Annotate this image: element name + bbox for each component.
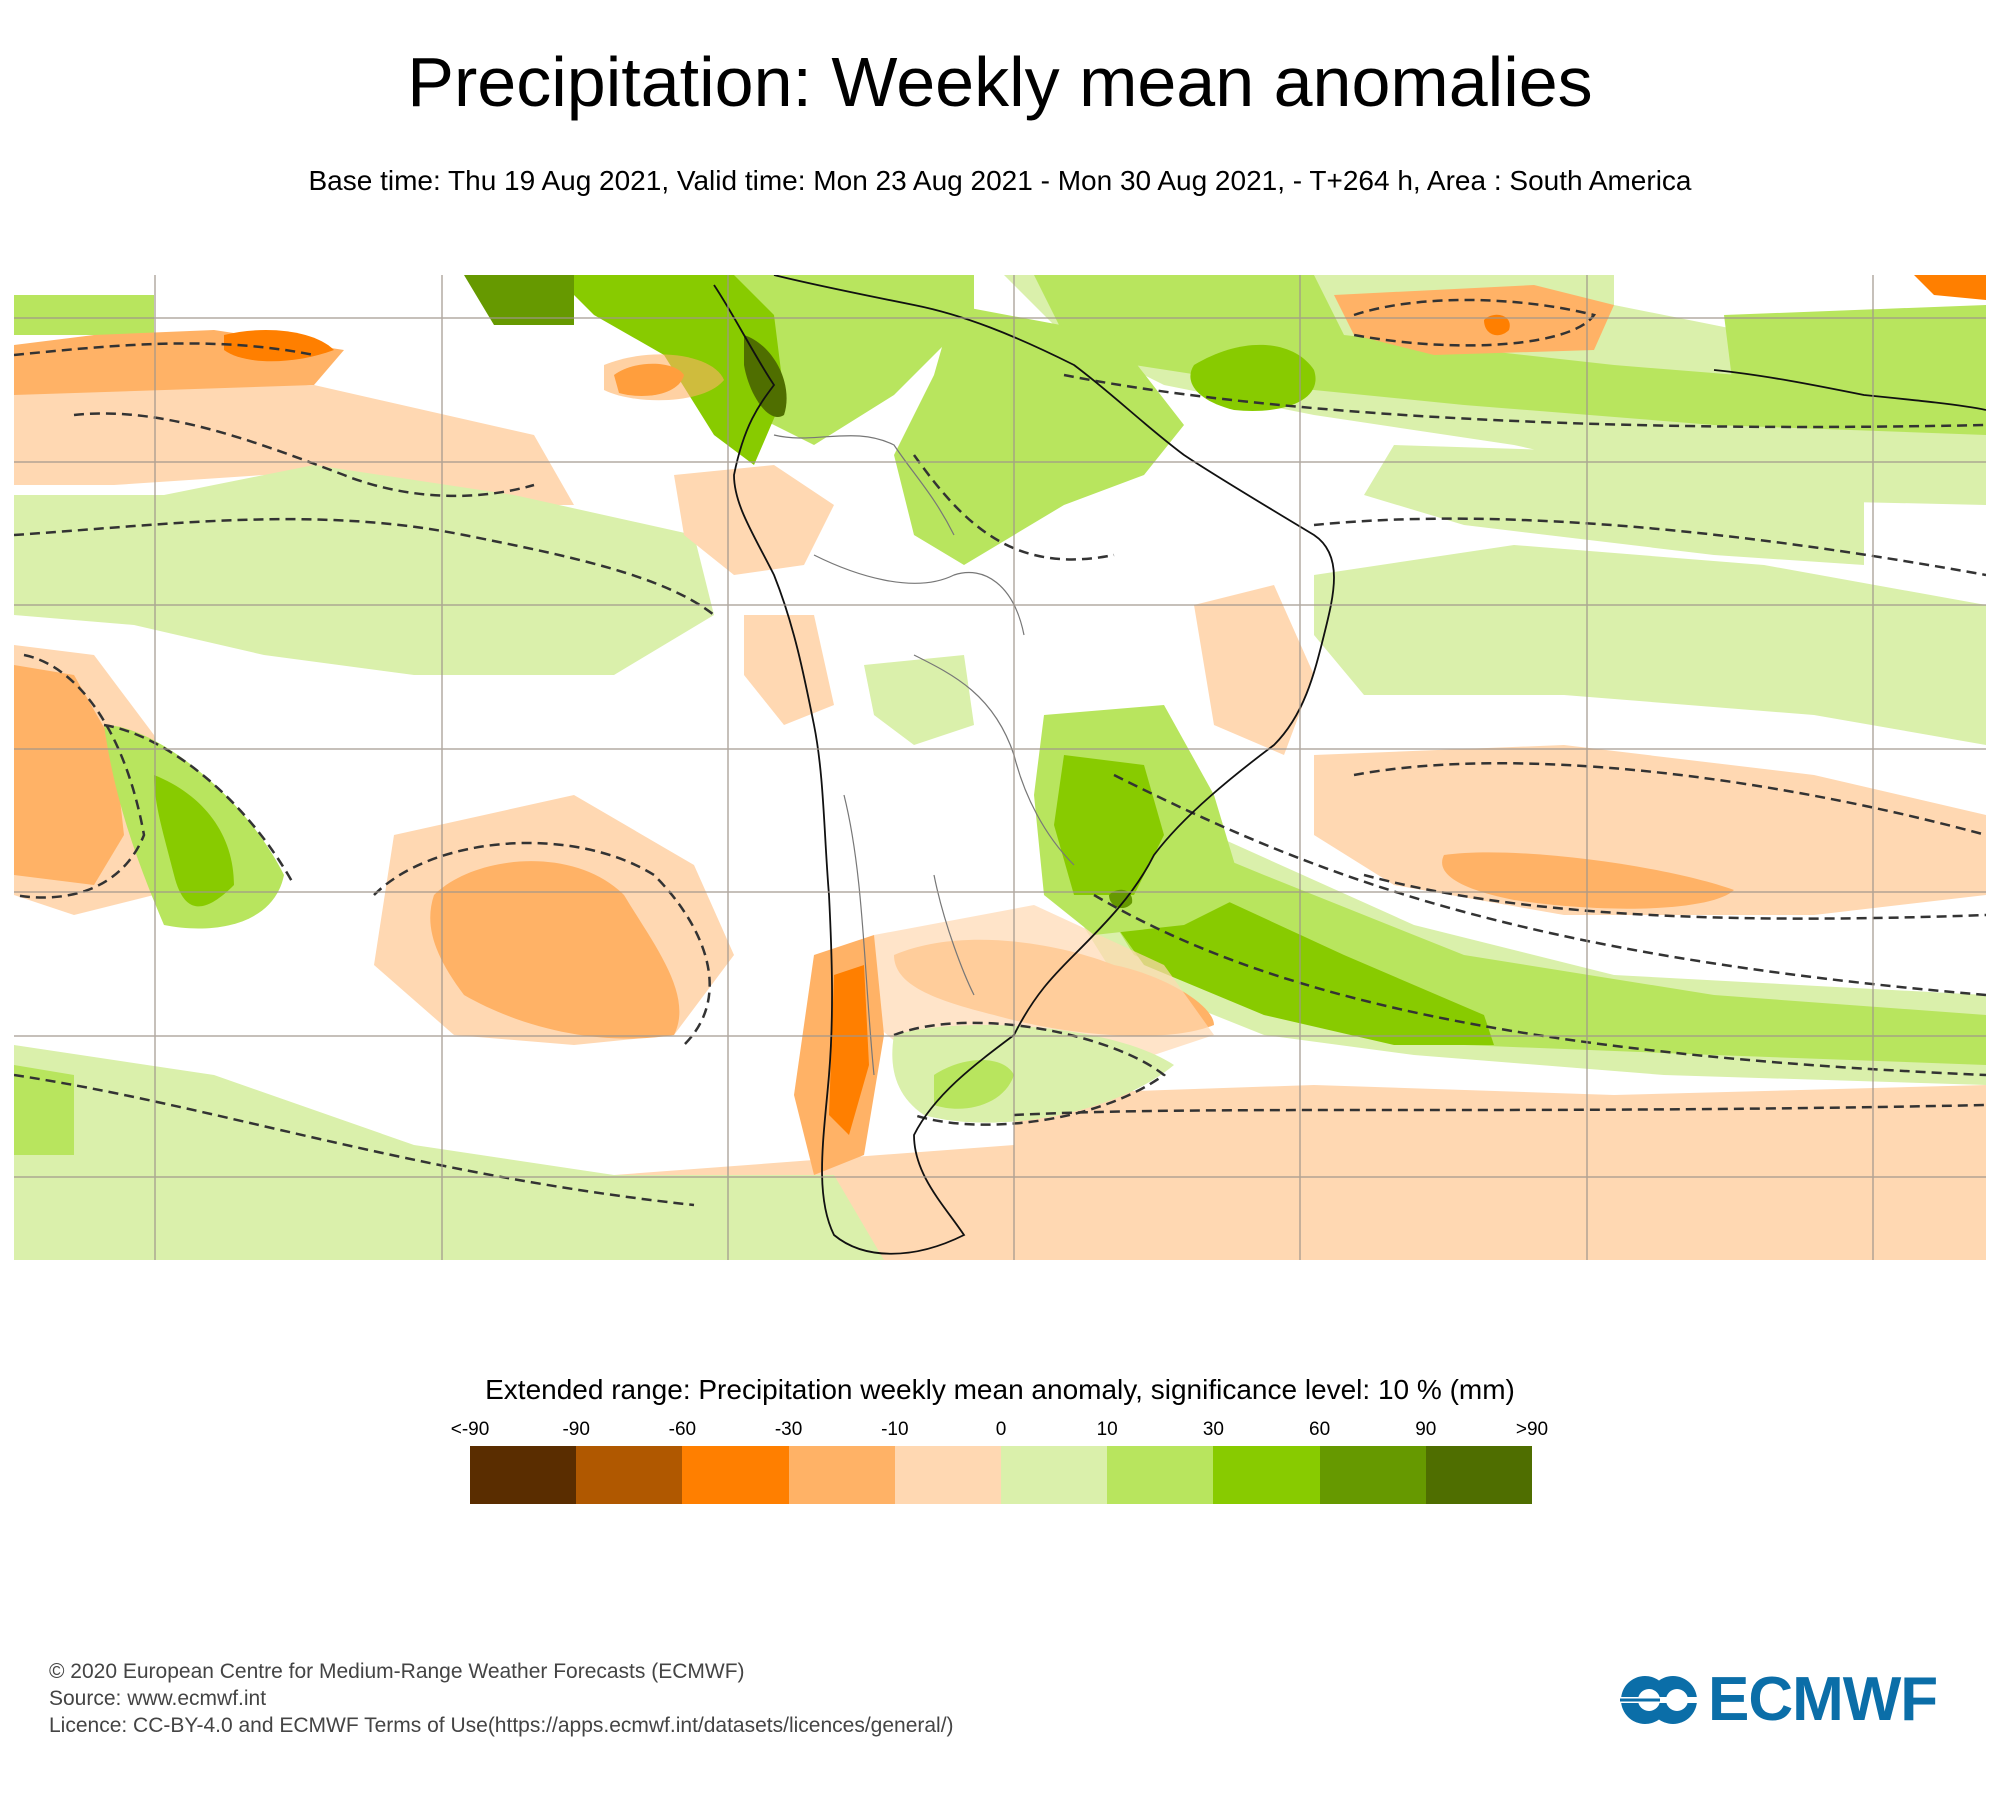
legend-label: -60 <box>668 1419 697 1440</box>
legend-label: 90 <box>1415 1419 1437 1440</box>
legend-colorbar <box>470 1446 1533 1504</box>
country-border <box>773 434 955 536</box>
anomaly-region <box>554 275 784 465</box>
legend-label: 10 <box>1096 1419 1118 1440</box>
significance-contour <box>1093 893 1986 1077</box>
anomaly-region <box>464 275 574 325</box>
significance-contour <box>912 454 1115 561</box>
legend-label: -30 <box>774 1419 803 1440</box>
significance-contour <box>1013 1103 1986 1117</box>
anomaly-region <box>154 775 234 907</box>
anomaly-region <box>1014 1085 1986 1260</box>
legend-title: Extended range: Precipitation weekly mea… <box>485 1374 1515 1405</box>
anomaly-region <box>674 465 834 575</box>
anomaly-region <box>829 965 869 1135</box>
anomaly-region <box>934 1060 1014 1109</box>
significance-contour <box>373 841 711 1046</box>
significance-contours <box>14 298 1986 1207</box>
significance-contour <box>1113 773 1986 997</box>
legend-swatch <box>1213 1446 1320 1504</box>
legend-swatch <box>470 1446 577 1504</box>
anomaly-region <box>1364 445 1864 565</box>
significance-contour <box>1313 517 1986 577</box>
anomaly-region <box>1484 314 1510 336</box>
anomaly-map <box>14 275 1986 1260</box>
significance-contour <box>1063 373 1986 429</box>
anomaly-region <box>1442 852 1734 909</box>
anomaly-region <box>14 1045 884 1260</box>
significance-contour <box>103 723 296 886</box>
anomaly-region <box>1109 889 1133 909</box>
legend-swatch <box>1319 1446 1426 1504</box>
chart-title: Precipitation: Weekly mean anomalies <box>407 43 1593 121</box>
legend-label: 0 <box>995 1419 1007 1440</box>
west-africa-coastline <box>1713 369 1986 411</box>
anomaly-region <box>744 615 834 725</box>
significance-contour <box>1363 873 1986 920</box>
legend-swatch <box>576 1446 683 1504</box>
anomaly-region <box>14 1065 74 1155</box>
anomaly-region <box>14 465 714 675</box>
anomaly-fields <box>14 275 1986 1260</box>
country-border <box>813 554 1025 636</box>
legend-swatch <box>682 1446 789 1504</box>
logo-text: ECMWF <box>1708 1665 1938 1734</box>
legend-label: 30 <box>1202 1419 1224 1440</box>
ecmwf-logo: ECMWF <box>1620 1665 1938 1734</box>
chart-subtitle: Base time: Thu 19 Aug 2021, Valid time: … <box>308 165 1692 196</box>
anomaly-region <box>14 385 574 505</box>
anomaly-region <box>1724 305 1986 425</box>
footer-credits: © 2020 European Centre for Medium-Range … <box>49 1658 954 1739</box>
significance-contour <box>14 517 715 616</box>
anomaly-region <box>744 335 787 417</box>
anomaly-region <box>430 861 680 1039</box>
anomaly-region <box>14 295 154 335</box>
copyright-text: © 2020 European Centre for Medium-Range … <box>49 1660 745 1683</box>
anomaly-region <box>864 655 974 745</box>
anomaly-region <box>1334 285 1614 355</box>
legend-swatch <box>1001 1446 1108 1504</box>
legend-label: 60 <box>1309 1419 1331 1440</box>
significance-contour <box>893 1021 1167 1126</box>
licence-text: Licence: CC-BY-4.0 and ECMWF Terms of Us… <box>49 1714 954 1737</box>
anomaly-region <box>14 665 124 885</box>
anomaly-region <box>1054 755 1164 895</box>
coastlines <box>713 275 1986 1255</box>
significance-contour <box>14 1073 695 1207</box>
legend-swatch <box>788 1446 895 1504</box>
legend-label: -90 <box>562 1419 590 1440</box>
legend-swatch <box>894 1446 1002 1504</box>
legend-labels: <-90 -90 -60 -30 -10 0 10 30 60 90 >90 <box>451 1418 1548 1442</box>
anomaly-region <box>1314 545 1986 745</box>
legend-label: <-90 <box>450 1419 490 1440</box>
anomaly-region <box>604 354 724 401</box>
significance-contour <box>1353 761 1986 837</box>
anomaly-region <box>1194 585 1314 755</box>
ecmwf-emblem-icon <box>1620 1676 1698 1724</box>
significance-contour <box>14 342 315 357</box>
legend-swatch <box>1107 1446 1214 1504</box>
country-border <box>843 794 875 1076</box>
anomaly-region <box>1914 275 1986 300</box>
anomaly-region <box>894 305 1184 565</box>
legend-swatch <box>1425 1446 1533 1504</box>
legend-label: -10 <box>881 1419 909 1440</box>
significance-contour <box>14 653 146 899</box>
legend-label: >90 <box>1515 1419 1549 1440</box>
source-text: Source: www.ecmwf.int <box>49 1687 267 1710</box>
anomaly-region <box>1190 344 1316 411</box>
south-america-coastline <box>713 275 1335 1255</box>
grid-lines <box>14 275 1986 1260</box>
significance-contour <box>1353 298 1597 347</box>
